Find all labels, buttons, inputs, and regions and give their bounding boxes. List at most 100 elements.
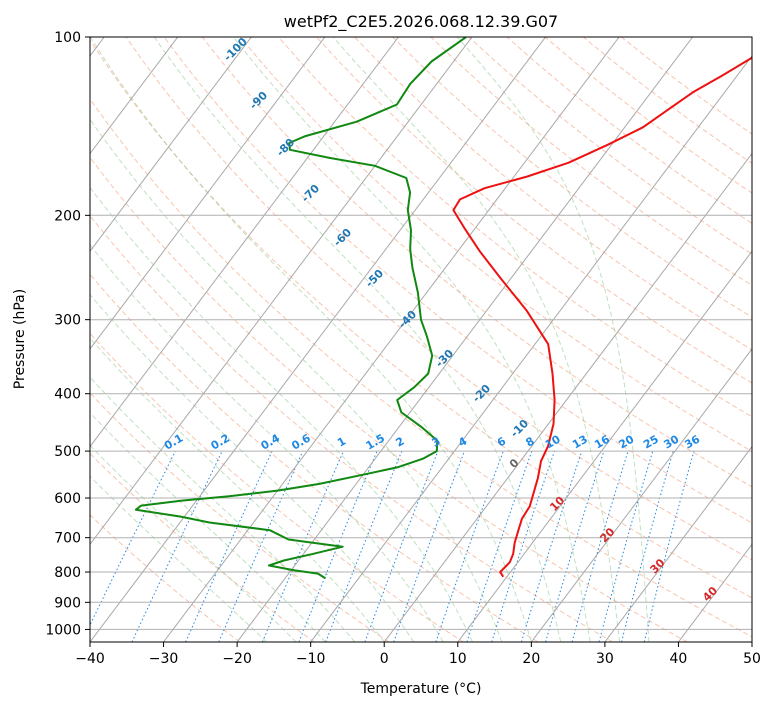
dry-adiabat-line (392, 37, 752, 318)
dry-adiabat-line (468, 37, 752, 255)
wet-bulb-label: -60 (331, 226, 354, 249)
mixing-ratio-line (298, 450, 378, 642)
dry-adiabat-line (90, 214, 613, 642)
moist-adiabat-line (90, 376, 356, 642)
wet-bulb-label: -100 (221, 35, 250, 64)
moist-adiabat-line (90, 244, 444, 642)
mixing-ratio-line (521, 450, 583, 642)
isotherm-line (90, 37, 399, 448)
x-tick-label: −30 (149, 651, 179, 667)
wet-bulb-label: -90 (247, 89, 270, 112)
mixing-ratio-line (262, 450, 344, 642)
isotherm-line (163, 37, 620, 642)
wet-bulb-label: -50 (363, 267, 386, 290)
mixing-ratio-label: 1.5 (364, 432, 387, 453)
chart-title: wetPf2_C2E5.2026.068.12.39.G07 (284, 12, 558, 32)
moist-adiabat-line (90, 475, 267, 642)
dry-adiabat-line (90, 392, 390, 642)
mixing-ratio-label: 0.6 (289, 431, 313, 452)
isotherm-line (751, 641, 752, 642)
dewpoint-profile-line (134, 37, 467, 580)
x-tick-label: −20 (222, 651, 252, 667)
mixing-ratio-line (131, 450, 223, 642)
mixing-ratio-label: 4 (456, 434, 469, 449)
mixing-ratio-line (643, 450, 695, 642)
dry-adiabat-line (90, 332, 464, 642)
mixing-ratio-line (545, 450, 605, 642)
dry-adiabat-line (316, 37, 752, 384)
mixing-ratio-label: 2 (393, 435, 406, 450)
mixing-ratio-line (364, 450, 439, 642)
wet-bulb-label: -70 (299, 182, 322, 205)
mixing-ratio-line (325, 450, 403, 642)
moist-adiabat-line (332, 37, 621, 642)
mixing-ratio-line (218, 450, 304, 642)
moist-adiabat-line (90, 444, 297, 642)
dry-adiabat-line (90, 514, 241, 642)
wet-bulb-label: -20 (470, 382, 493, 405)
moist-adiabat-line (456, 37, 650, 642)
mixing-ratio-label: 25 (641, 433, 661, 452)
isotherm-label: 0 (507, 456, 522, 471)
dry-adiabat-line (90, 452, 315, 642)
mixing-ratio-label: 16 (592, 432, 612, 451)
mixing-ratio-label: 0.4 (259, 431, 283, 452)
isotherm-line (530, 348, 752, 642)
mixing-ratio-line (598, 450, 654, 642)
mixing-ratio-label: 0.2 (209, 432, 232, 453)
dry-adiabat-line (90, 273, 539, 642)
mixing-ratio-label: 30 (662, 432, 682, 451)
isotherm-line (90, 37, 326, 350)
moist-adiabat-line (90, 118, 503, 642)
x-tick-label: −10 (296, 651, 326, 667)
y-tick-label: 200 (54, 208, 81, 224)
plot-frame (89, 36, 753, 643)
mixing-ratio-line (491, 450, 555, 642)
y-tick-label: 1000 (45, 622, 81, 638)
x-tick-label: −40 (75, 651, 105, 667)
isotherm-line (236, 37, 694, 642)
mixing-ratio-label: 36 (682, 432, 702, 451)
x-tick-label: 0 (380, 651, 389, 667)
mixing-ratio-line (621, 450, 674, 642)
mixing-ratio-label: 0.1 (162, 432, 185, 453)
y-tick-label: 400 (54, 387, 81, 403)
x-tick-label: 30 (596, 651, 614, 667)
dry-adiabat-line (90, 39, 752, 599)
x-tick-label: 40 (670, 651, 688, 667)
wet-bulb-label: -40 (396, 308, 419, 331)
isotherm-line (90, 37, 179, 155)
x-tick-label: 50 (743, 651, 761, 667)
x-axis-label: Temperature (°C) (360, 681, 482, 697)
mixing-ratio-line (90, 450, 176, 627)
moist-adiabat-line (90, 411, 326, 642)
moist-adiabat-line (233, 37, 591, 642)
x-tick-label: 20 (522, 651, 540, 667)
isotherm-line (90, 37, 252, 253)
mixing-ratio-line (435, 450, 504, 642)
temperature-profile-line (452, 56, 752, 578)
y-tick-label: 800 (54, 565, 81, 581)
y-tick-label: 300 (54, 313, 81, 329)
y-tick-label: 100 (54, 30, 81, 46)
dry-adiabat-line (544, 37, 752, 194)
wet-bulb-label: -80 (274, 136, 297, 159)
dry-adiabat-line (430, 37, 752, 286)
y-axis-label: Pressure (hPa) (12, 289, 28, 389)
isotherm-label: 40 (700, 584, 720, 604)
mixing-ratio-line (393, 450, 465, 642)
isotherm-line (90, 37, 473, 546)
isotherm-line (310, 55, 752, 642)
moist-adiabat-line (90, 37, 532, 642)
mixing-ratio-label: 3 (430, 435, 443, 450)
wet-bulb-label: -30 (433, 347, 456, 370)
isotherm-line (383, 152, 752, 642)
moist-adiabat-line (90, 186, 473, 642)
isotherm-line (457, 250, 752, 642)
dry-adiabat-line (354, 37, 752, 351)
isotherm-label: 10 (547, 494, 567, 514)
dry-adiabat-line (239, 37, 752, 453)
mixing-ratio-label: 20 (616, 432, 636, 451)
y-tick-label: 700 (54, 531, 81, 547)
